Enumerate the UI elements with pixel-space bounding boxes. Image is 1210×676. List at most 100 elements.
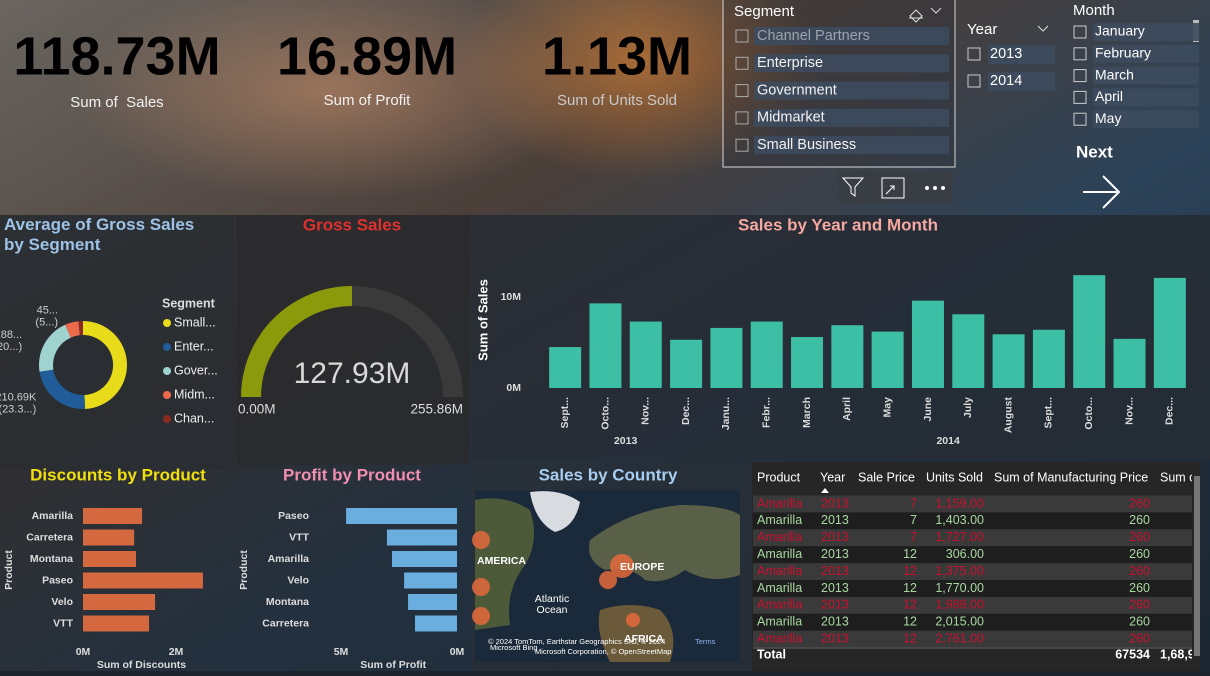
bar	[1113, 338, 1146, 388]
slicer-checkbox[interactable]	[735, 29, 749, 43]
slicer-checkbox[interactable]	[1073, 25, 1087, 39]
slicer-title: Segment	[734, 3, 795, 20]
slicer-checkbox[interactable]	[1073, 90, 1087, 104]
focus-icon[interactable]	[881, 177, 905, 199]
slicer-item-bg	[754, 136, 949, 155]
x-tick-label: April	[841, 397, 853, 421]
slicer-checkbox[interactable]	[1073, 112, 1087, 126]
slicer-item: 2014	[990, 73, 1022, 89]
bar	[1073, 275, 1106, 388]
slicer-item-bg	[1093, 66, 1199, 85]
chevron-icon[interactable]	[1037, 25, 1049, 32]
y-tick-label: Carretera	[26, 531, 73, 543]
map-label: AFRICA	[624, 633, 664, 645]
slicer-checkbox[interactable]	[735, 138, 749, 152]
table-cell: 12	[903, 547, 917, 561]
table-row-bg	[753, 546, 1192, 564]
y-tick-label: 10M	[501, 291, 522, 303]
table-cell: 2,761.00	[935, 631, 984, 645]
table-total-cell: 1,68,9	[1160, 647, 1195, 661]
slicer-checkbox[interactable]	[735, 84, 749, 98]
table-cell: 1,727.00	[935, 530, 984, 544]
next-arrow[interactable]	[1083, 175, 1121, 209]
more-icon[interactable]	[925, 186, 945, 190]
slicer-checkbox[interactable]	[735, 56, 749, 70]
x-tick-label: August	[1002, 397, 1014, 434]
table-row-bg	[753, 563, 1192, 581]
table-group-header: Month	[845, 453, 883, 468]
y-tick-label: Montana	[266, 596, 309, 608]
bar	[83, 529, 135, 546]
y-tick-label: Paseo	[278, 510, 309, 522]
slicer-checkbox[interactable]	[735, 111, 749, 125]
table-cell: 260	[1129, 564, 1150, 578]
x-tick-label: May	[881, 397, 893, 418]
table-cell: Amarilla	[757, 564, 802, 578]
table-cell: 1,403.00	[935, 513, 984, 527]
table-cell: 2013	[821, 547, 849, 561]
map-attribution: © 2024 TomTom, Earthstar Geographics SIO…	[488, 637, 665, 646]
table-cell: 1,159.00	[935, 496, 984, 510]
slicer-checkbox[interactable]	[967, 74, 981, 88]
table-cell: 2013	[821, 631, 849, 645]
chart-title: Gross Sales	[303, 215, 401, 234]
gauge-value-label: 127.93M	[294, 357, 411, 390]
slicer-checkbox[interactable]	[967, 47, 981, 61]
chart-title-line: by Segment	[4, 235, 101, 254]
x-tick-label: Octo...	[599, 397, 611, 430]
table-header: Sum o	[1160, 470, 1196, 484]
y-tick-label: Amarilla	[268, 553, 310, 565]
table-cell: 7	[910, 530, 917, 544]
legend-marker	[163, 415, 171, 423]
table-header: Sale Price	[858, 470, 915, 484]
table-header: Units Sold	[926, 470, 983, 484]
bar	[83, 594, 156, 610]
table-cell: Amarilla	[757, 513, 802, 527]
donut-slice	[39, 324, 71, 372]
x-group-label: 2013	[614, 435, 638, 447]
donut-slice	[65, 321, 80, 338]
x-tick-label: Janu...	[720, 397, 732, 430]
table-row-bg	[753, 512, 1192, 530]
land	[598, 605, 674, 662]
filter-icon[interactable]	[841, 177, 865, 197]
y-axis-label: Sum of Sales	[475, 279, 490, 361]
table-cell: 2,015.00	[935, 615, 984, 629]
bar	[408, 594, 457, 610]
bar	[791, 337, 824, 388]
land	[475, 498, 534, 630]
eraser-icon[interactable]	[909, 9, 923, 23]
donut-slice	[78, 321, 83, 336]
legend-marker	[163, 343, 171, 351]
background-glow	[70, 0, 590, 200]
table-cell: 306.00	[946, 547, 984, 561]
slicer-item: February	[1095, 45, 1151, 61]
sort-arrow[interactable]	[821, 488, 829, 493]
table-cell: Amarilla	[757, 530, 802, 544]
slicer-item-bg	[754, 54, 949, 73]
slicer-item-bg	[1093, 88, 1199, 107]
x-tick-label: March	[801, 397, 813, 428]
legend-marker	[163, 367, 171, 375]
table-cell: 260	[1129, 615, 1150, 629]
map-bubbles[interactable]	[472, 531, 640, 627]
slicer-item: Small Business	[757, 137, 856, 153]
table-scrollbar[interactable]	[1194, 476, 1200, 656]
slicer-item-bg	[754, 108, 949, 127]
bar	[83, 551, 137, 567]
slicer-item: January	[1095, 23, 1145, 39]
slicer-checkbox[interactable]	[1073, 69, 1087, 83]
y-tick-label: 0M	[506, 382, 521, 394]
y-tick-label: VTT	[53, 617, 73, 629]
table-cell: Amarilla	[757, 547, 802, 561]
table-cell: 260	[1129, 631, 1150, 645]
y-axis-label: Product	[238, 550, 250, 590]
slicer-checkbox[interactable]	[1073, 47, 1087, 61]
map-attribution: Microsoft Bing	[490, 643, 538, 652]
chart-title: Profit by Product	[283, 465, 421, 484]
bar	[629, 321, 662, 388]
x-axis-label: Sum of Profit	[360, 659, 426, 671]
legend-entry: Midm...	[174, 387, 215, 401]
chevron-icon[interactable]	[930, 7, 942, 14]
bar	[392, 551, 457, 567]
